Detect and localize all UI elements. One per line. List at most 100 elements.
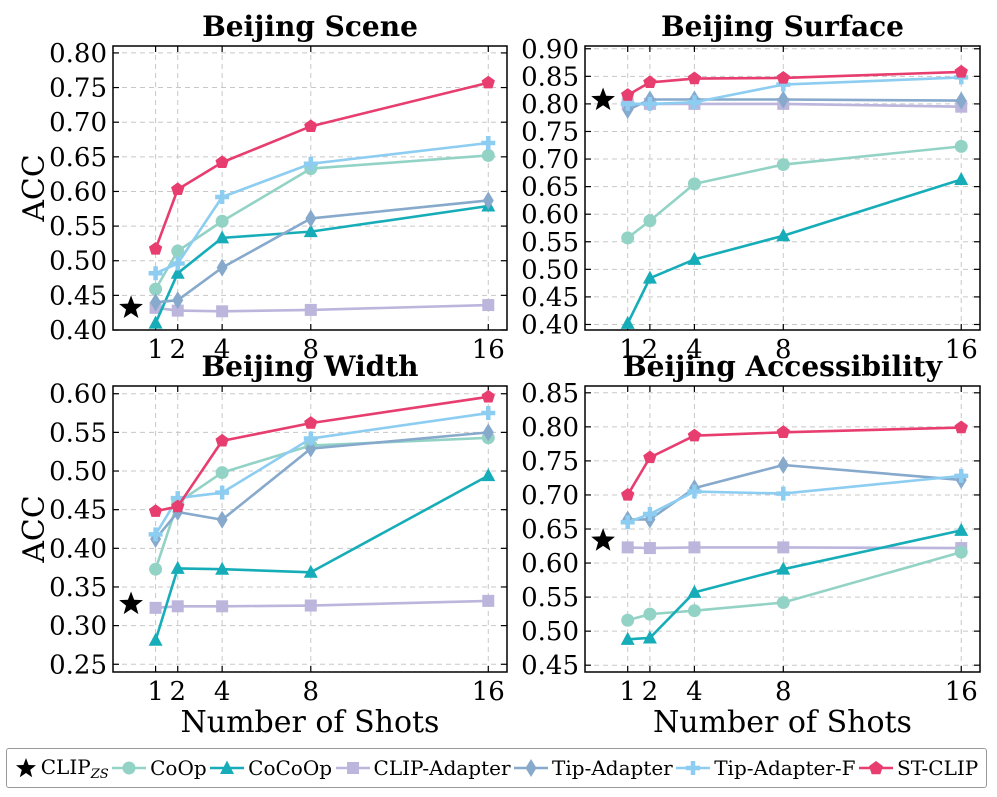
data-point-tip-adapter-8	[305, 439, 317, 458]
data-point-clip-adapter-2	[171, 304, 184, 317]
y-tick-label: 0.40	[49, 316, 107, 346]
y-tick-label: 0.75	[521, 447, 579, 477]
data-point-coop-16	[954, 139, 968, 153]
data-point-cocoop-2	[170, 265, 185, 279]
data-point-st-clip-8	[776, 425, 790, 438]
x-tick-label: 1	[619, 677, 636, 707]
data-point-tip-adapter-f-8	[303, 431, 318, 446]
star-marker-icon	[15, 758, 36, 778]
y-tick-label: 0.85	[521, 62, 579, 92]
series-coop	[621, 139, 968, 245]
y-tick-label: 0.50	[521, 255, 579, 285]
data-point-st-clip-8	[304, 119, 318, 133]
x-tick-label: 16	[472, 335, 505, 365]
data-point-st-clip-16	[954, 420, 968, 434]
series-line-clip-adapter	[155, 303, 489, 313]
plot-frame	[584, 385, 981, 673]
circle-marker-icon	[112, 761, 147, 775]
series-tip-adapter-f	[620, 468, 969, 530]
y-tick-label: 0.50	[49, 457, 107, 487]
x-tick-label: 16	[945, 677, 978, 707]
data-point-tip-adapter-f-16	[481, 135, 496, 150]
legend-item-cocoop: CoCoOp	[210, 756, 332, 780]
legend-item-tip-adapter-f: Tip-Adapter-F	[676, 756, 856, 780]
zero-shot-star-marker	[591, 528, 615, 551]
y-tick-label: 0.25	[49, 650, 107, 680]
data-point-tip-adapter-1	[150, 293, 162, 312]
data-point-clip-adapter-8	[304, 599, 317, 612]
y-tick-label: 0.55	[521, 228, 579, 258]
y-tick-label: 0.55	[521, 583, 579, 613]
data-point-st-clip-4	[687, 428, 702, 442]
data-point-st-clip-1	[621, 88, 635, 101]
data-point-tip-adapter-16	[482, 191, 494, 210]
series-coop	[149, 148, 495, 296]
data-point-clip-adapter-4	[688, 541, 701, 554]
data-point-st-clip-2	[643, 75, 657, 89]
data-point-st-clip-1	[621, 487, 635, 501]
data-point-tip-adapter-f-16	[481, 406, 496, 421]
chart-panel-beijing-scene: 0.40 0.45 0.50 0.55 0.60 0.65 0.70 0.75 0.80 1 2 4 8…	[17, 10, 508, 365]
series-line-clip-adapter	[155, 599, 489, 610]
x-tick-label: 4	[214, 335, 231, 365]
y-tick-label: 0.60	[49, 380, 107, 410]
chart-panel-beijing-surface: 0.400.450.500.550.600.650.700.750.800.85…	[521, 10, 981, 365]
data-point-clip-adapter-2	[643, 542, 656, 555]
data-point-st-clip-16	[954, 64, 968, 78]
square-marker-icon	[335, 762, 370, 774]
data-point-st-clip-16	[481, 75, 495, 89]
y-tick-label: 0.40	[521, 310, 579, 340]
y-tick-label: 0.80	[521, 90, 579, 120]
x-axis-label: Number of Shots	[653, 705, 912, 740]
series-line-tip-adapter-f	[155, 141, 489, 275]
y-tick-label: 0.75	[49, 74, 107, 104]
x-tick-label: 16	[472, 677, 505, 707]
data-point-cocoop-8	[776, 228, 791, 242]
data-point-coop-2	[171, 244, 185, 258]
data-point-st-clip-8	[776, 70, 790, 84]
chart-panel-beijing-accessibility: 0.45 0.50 0.55 0.60 0.65 0.70 0.75 0.80 0.85 1 2 4 8…	[521, 350, 981, 740]
series-coop	[149, 431, 495, 576]
data-point-clip-adapter-4	[216, 600, 229, 613]
data-point-tip-adapter-2	[172, 291, 184, 310]
data-point-coop-2	[643, 214, 657, 228]
legend-item-st-clip: ST-CLIP	[859, 756, 978, 780]
data-point-tip-adapter-16	[482, 423, 494, 442]
chart-title: Beijing Scene	[202, 10, 418, 43]
series-cocoop	[620, 522, 969, 645]
data-point-coop-4	[687, 177, 701, 191]
y-tick-label: 0.75	[521, 117, 579, 147]
data-point-tip-adapter-4	[216, 510, 228, 529]
x-tick-label: 4	[686, 335, 703, 365]
data-point-tip-adapter-f-16	[954, 468, 969, 483]
series-line-tip-adapter-f	[627, 474, 962, 524]
chart-panel-beijing-width: 0.25 0.30 0.35 0.40 0.45 0.50 0.55 0.60 1 2 4 8 16 Be…	[17, 350, 508, 740]
series-st-clip	[621, 64, 968, 101]
series-coop	[621, 545, 968, 627]
data-point-cocoop-4	[215, 561, 230, 575]
series-line-cocoop	[154, 474, 489, 641]
data-point-tip-adapter-f-4	[215, 485, 230, 500]
data-point-tip-adapter-16	[955, 91, 967, 110]
x-tick-label: 8	[775, 677, 792, 707]
data-point-tip-adapter-8	[777, 90, 789, 109]
data-point-tip-adapter-f-1	[148, 266, 163, 281]
data-point-cocoop-8	[303, 224, 318, 238]
data-point-tip-adapter-8	[777, 455, 789, 474]
data-point-clip-adapter-8	[304, 303, 317, 316]
y-tick-label: 0.80	[521, 413, 579, 443]
data-point-tip-adapter-f-2	[642, 96, 657, 111]
data-point-cocoop-1	[148, 315, 163, 329]
data-point-clip-adapter-16	[482, 594, 495, 607]
data-point-tip-adapter-f-4	[687, 95, 702, 110]
data-point-coop-16	[481, 148, 495, 162]
data-point-tip-adapter-f-2	[170, 256, 185, 271]
diamond-marker-icon	[514, 759, 549, 777]
y-tick-label: 0.65	[521, 515, 579, 545]
data-point-cocoop-8	[776, 561, 791, 575]
data-point-cocoop-8	[303, 564, 318, 578]
x-tick-label: 2	[169, 335, 186, 365]
chart-title: Beijing Width	[201, 350, 418, 383]
data-point-tip-adapter-f-8	[303, 156, 318, 171]
